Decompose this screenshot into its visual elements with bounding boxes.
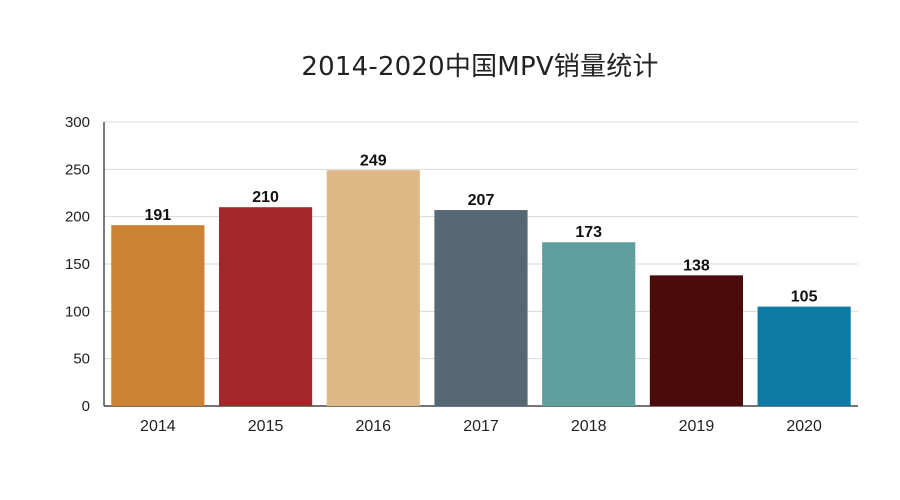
chart-title: 2014-2020中国MPV销量统计 bbox=[301, 52, 659, 82]
y-tick-label: 50 bbox=[73, 351, 90, 368]
x-tick-label: 2018 bbox=[571, 418, 607, 435]
y-tick-label: 0 bbox=[82, 398, 90, 415]
y-tick-label: 200 bbox=[65, 209, 90, 226]
y-tick-label: 250 bbox=[65, 161, 90, 178]
data-label: 173 bbox=[575, 224, 602, 241]
data-label: 138 bbox=[683, 257, 710, 274]
bar bbox=[542, 242, 636, 406]
x-tick-label: 2015 bbox=[248, 418, 284, 435]
bar bbox=[757, 306, 851, 406]
y-tick-label: 150 bbox=[65, 256, 90, 273]
x-tick-label: 2020 bbox=[786, 418, 822, 435]
data-label: 191 bbox=[145, 207, 172, 224]
bar bbox=[218, 207, 313, 406]
y-tick-label: 300 bbox=[65, 114, 90, 131]
data-label: 210 bbox=[252, 189, 279, 206]
y-tick-label: 100 bbox=[65, 303, 90, 320]
data-label: 249 bbox=[360, 152, 387, 169]
bar bbox=[434, 210, 528, 406]
bar bbox=[326, 170, 420, 406]
x-tick-label: 2017 bbox=[463, 418, 499, 435]
data-label: 105 bbox=[791, 289, 818, 306]
bar bbox=[649, 275, 744, 406]
data-label: 207 bbox=[468, 192, 495, 209]
x-tick-label: 2014 bbox=[140, 418, 176, 435]
bar bbox=[111, 225, 205, 406]
x-tick-label: 2019 bbox=[679, 418, 715, 435]
x-tick-label: 2016 bbox=[355, 418, 391, 435]
